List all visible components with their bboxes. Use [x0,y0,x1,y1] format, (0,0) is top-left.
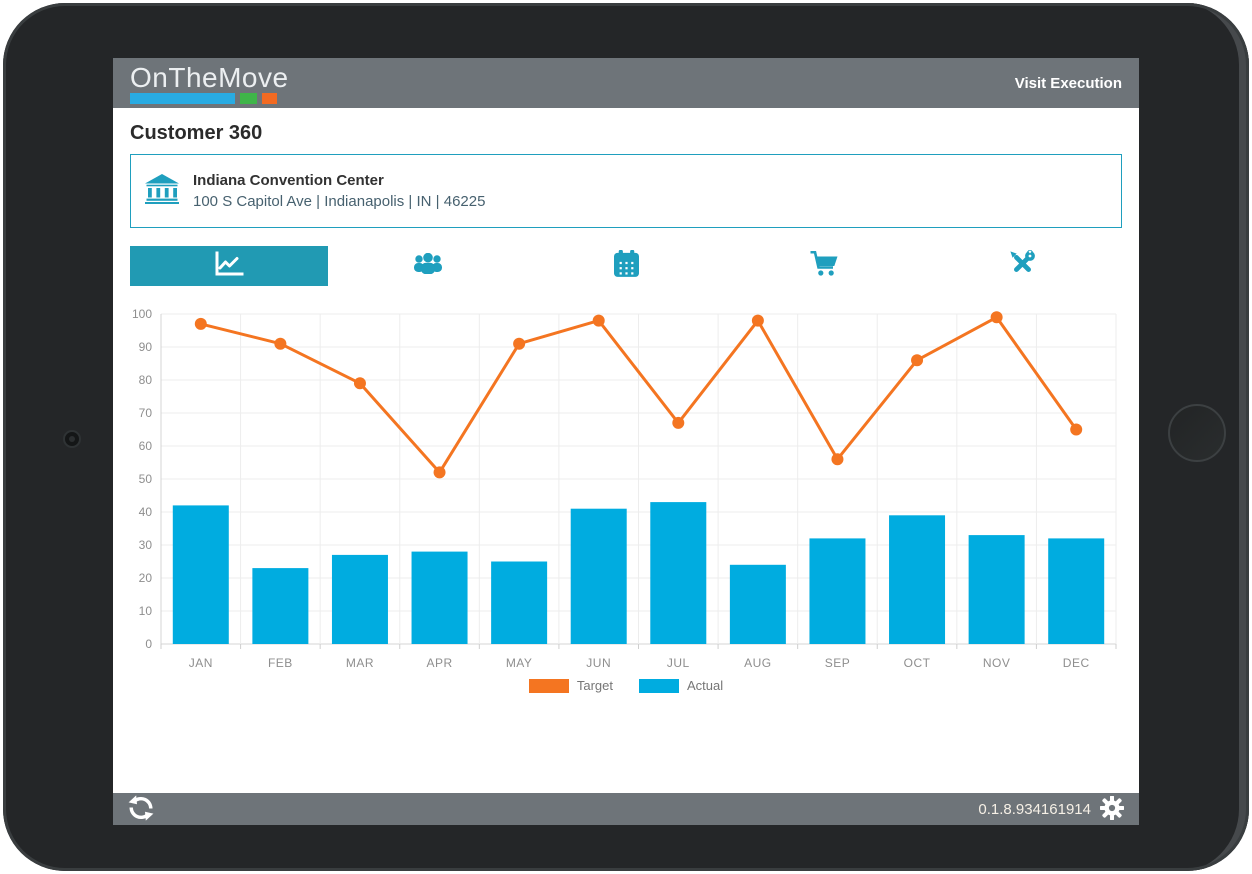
logo-text: OnTheMove [130,61,289,93]
point-OCT [911,354,924,367]
legend-label: Actual [687,678,724,693]
x-axis-label: DEC [1063,656,1090,670]
y-axis-label: 40 [139,505,153,519]
bar-DEC [1048,538,1105,644]
customer-text: Indiana Convention Center 100 S Capitol … [193,172,485,210]
bank-icon [145,173,179,209]
legend-item-target: Target [528,678,613,693]
x-axis-label: JAN [189,656,213,670]
y-axis-label: 90 [139,340,153,354]
x-axis-label: JUL [667,656,690,670]
app-screen: OnTheMove Visit Execution Customer 360 [113,58,1139,825]
bar-MAY [491,561,548,644]
x-axis-label: FEB [268,656,293,670]
nav-title: Visit Execution [1014,74,1122,92]
gear-icon [1099,795,1125,823]
y-axis-label: 60 [139,439,153,453]
y-axis-label: 20 [139,571,153,585]
bar-NOV [968,535,1025,644]
chart-legend: Target Actual [130,678,1122,693]
performance-chart: 0 10 20 30 40 50 60 70 80 90 100 JAN FEB MAR APR MAY JUN… [132,307,1117,670]
tab-bar [130,246,1122,286]
point-JUN [592,314,605,327]
point-JAN [194,317,207,330]
point-SEP [831,453,844,466]
tab-contacts[interactable] [328,246,526,286]
customer-name: Indiana Convention Center [193,172,384,189]
chart-line-icon [214,251,244,282]
y-axis-label: 80 [139,373,153,387]
bar-SEP [809,538,866,644]
tab-orders[interactable] [725,246,923,286]
app-footer: 0.1.8.934161914 [113,793,1139,825]
tab-calendar[interactable] [527,246,725,286]
logo-bar-segment-orange [262,92,277,104]
legend-item-actual: Actual [639,678,723,693]
point-MAR [353,377,366,390]
bar-OCT [889,515,946,644]
y-axis-label: 70 [139,406,153,420]
logo-bar-segment-green [240,92,257,104]
y-axis-label: 30 [139,538,153,552]
version-text: 0.1.8.934161914 [978,800,1091,818]
app-logo: OnTheMove [130,63,289,104]
x-axis-label: AUG [744,656,772,670]
calendar-icon [613,249,639,282]
x-axis-label: NOV [983,656,1011,670]
home-button [1168,404,1226,462]
settings-button[interactable] [1099,795,1125,823]
bar-JAN [172,505,229,644]
legend-swatch [639,678,679,693]
x-axis-label: OCT [904,656,931,670]
cart-icon [810,250,839,282]
customer-address: 100 S Capitol Ave | Indianapolis | IN | … [193,193,486,210]
main-content: Customer 360 Indiana C [113,122,1139,693]
legend-label: Target [576,678,613,693]
customer-card[interactable]: Indiana Convention Center 100 S Capitol … [130,154,1122,228]
target-line [200,315,1078,474]
bar-MAR [331,554,388,644]
logo-bar-segment-blue [130,92,235,104]
logo-color-bar [130,92,289,104]
tab-tools[interactable] [924,246,1122,286]
legend-swatch [528,678,569,693]
x-axis-label: APR [426,656,452,670]
point-JUL [672,416,685,429]
point-AUG [751,314,764,327]
page-title: Customer 360 [130,122,263,144]
point-FEB [274,337,287,350]
refresh-button[interactable] [128,794,154,824]
bar-FEB [252,568,309,644]
point-APR [433,466,446,479]
x-axis-label: SEP [825,656,851,670]
bar-JUN [570,508,627,644]
bar-JUL [650,502,707,644]
x-axis-label: MAR [346,656,374,670]
point-MAY [513,337,526,350]
y-axis-label: 0 [145,637,152,651]
chart-area: 0 10 20 30 40 50 60 70 80 90 100 JAN FEB MAR APR MAY JUN… [130,302,1122,693]
y-axis-label: 50 [139,472,153,486]
point-DEC [1070,423,1083,436]
y-axis-label: 100 [132,307,152,321]
y-axis-label: 10 [139,604,153,618]
people-icon [413,252,442,279]
camera-icon [63,430,81,448]
x-axis-label: JUN [586,656,611,670]
bar-APR [411,551,468,644]
point-NOV [990,311,1003,324]
tools-icon [1009,248,1036,282]
bar-AUG [729,564,786,644]
tablet-frame: OnTheMove Visit Execution Customer 360 [3,3,1249,871]
x-axis-label: MAY [506,656,533,670]
tab-performance[interactable] [130,246,329,286]
refresh-icon [128,794,154,824]
app-header: OnTheMove Visit Execution [113,58,1139,108]
